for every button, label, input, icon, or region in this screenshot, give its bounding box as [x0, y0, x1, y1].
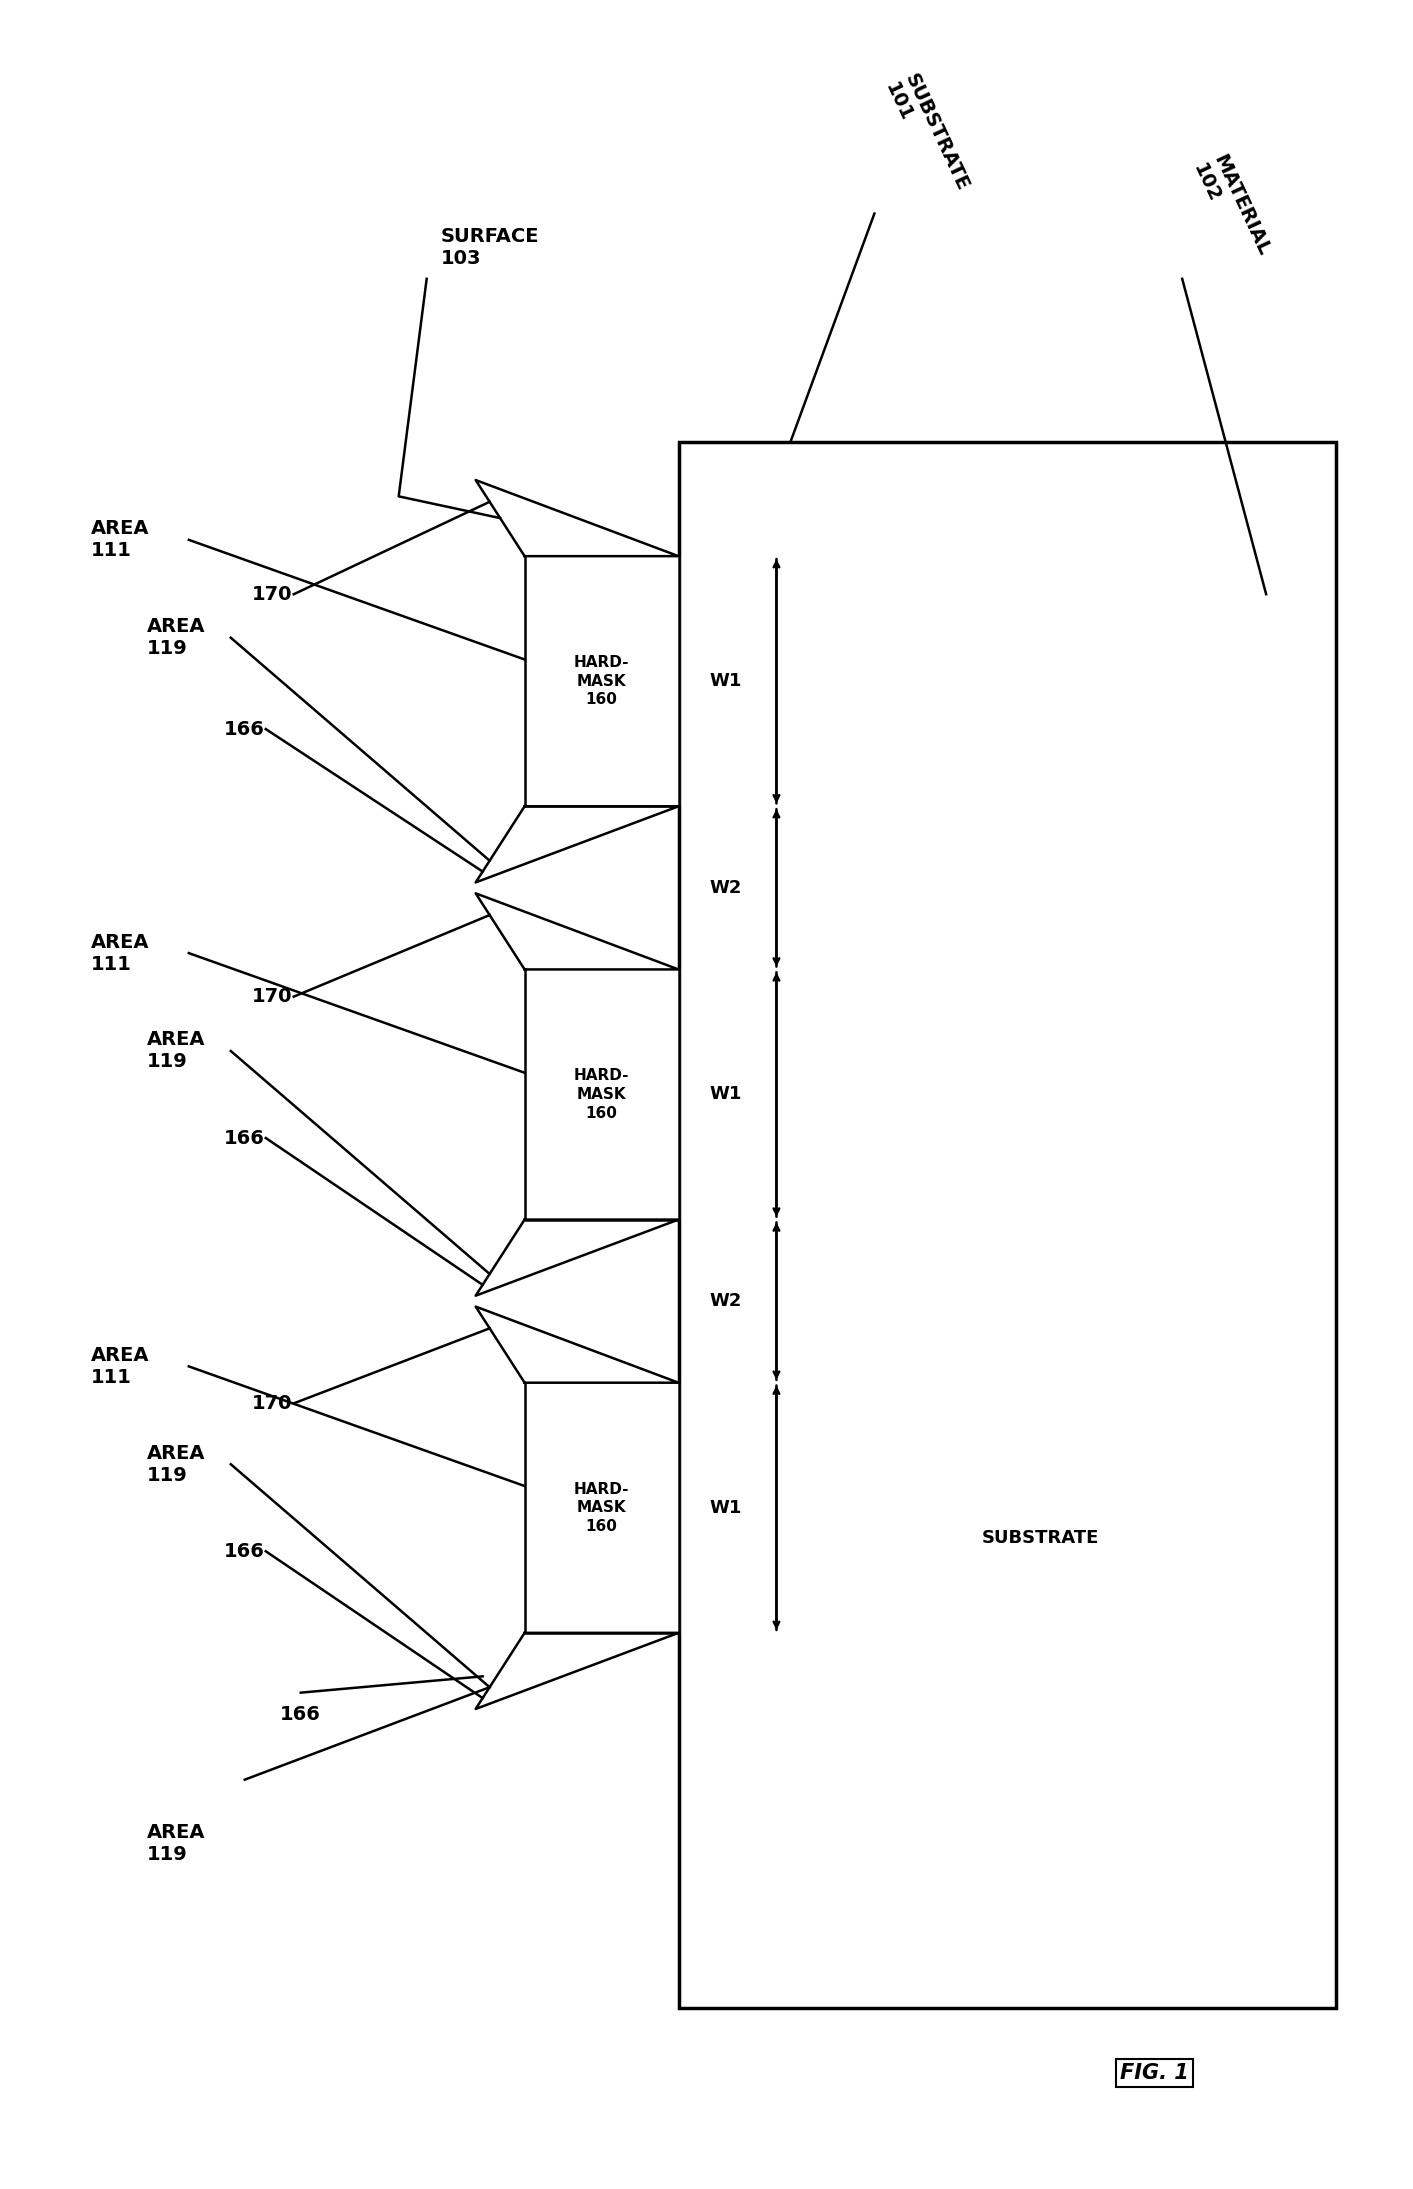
Text: W1: W1	[709, 1499, 742, 1517]
Text: FIG. 1: FIG. 1	[1121, 2064, 1188, 2084]
Text: AREA
111: AREA 111	[90, 519, 150, 560]
Text: SUBSTRATE: SUBSTRATE	[982, 1530, 1099, 1548]
Bar	[678, 442, 1337, 2007]
Polygon shape	[524, 1383, 678, 1633]
Text: 170: 170	[252, 584, 292, 604]
Text: 166: 166	[223, 1541, 264, 1561]
Text: W2: W2	[709, 1292, 742, 1311]
Polygon shape	[524, 556, 678, 806]
Text: 170: 170	[252, 1394, 292, 1412]
Text: HARD-
MASK
160: HARD- MASK 160	[574, 1482, 629, 1534]
Text: 170: 170	[252, 987, 292, 1007]
Polygon shape	[476, 893, 678, 970]
Polygon shape	[524, 970, 678, 1219]
Text: W2: W2	[709, 878, 742, 897]
Polygon shape	[476, 1307, 678, 1383]
Text: 166: 166	[223, 1130, 264, 1147]
Text: AREA
119: AREA 119	[147, 617, 205, 659]
Polygon shape	[476, 1219, 678, 1296]
Text: AREA
119: AREA 119	[147, 1823, 205, 1865]
Polygon shape	[476, 479, 678, 556]
Text: AREA
119: AREA 119	[147, 1031, 205, 1070]
Text: AREA
111: AREA 111	[90, 933, 150, 974]
Polygon shape	[476, 1633, 678, 1710]
Text: AREA
111: AREA 111	[90, 1346, 150, 1388]
Polygon shape	[476, 806, 678, 882]
Text: SUBSTRATE
101: SUBSTRATE 101	[882, 70, 972, 204]
Text: 166: 166	[280, 1705, 321, 1725]
Text: HARD-
MASK
160: HARD- MASK 160	[574, 655, 629, 707]
Text: AREA
119: AREA 119	[147, 1445, 205, 1484]
Text: SURFACE
103: SURFACE 103	[441, 228, 540, 267]
Text: W1: W1	[709, 672, 742, 690]
Text: MATERIAL
102: MATERIAL 102	[1190, 151, 1273, 267]
Text: W1: W1	[709, 1086, 742, 1103]
Text: HARD-
MASK
160: HARD- MASK 160	[574, 1068, 629, 1121]
Text: 166: 166	[223, 720, 264, 738]
